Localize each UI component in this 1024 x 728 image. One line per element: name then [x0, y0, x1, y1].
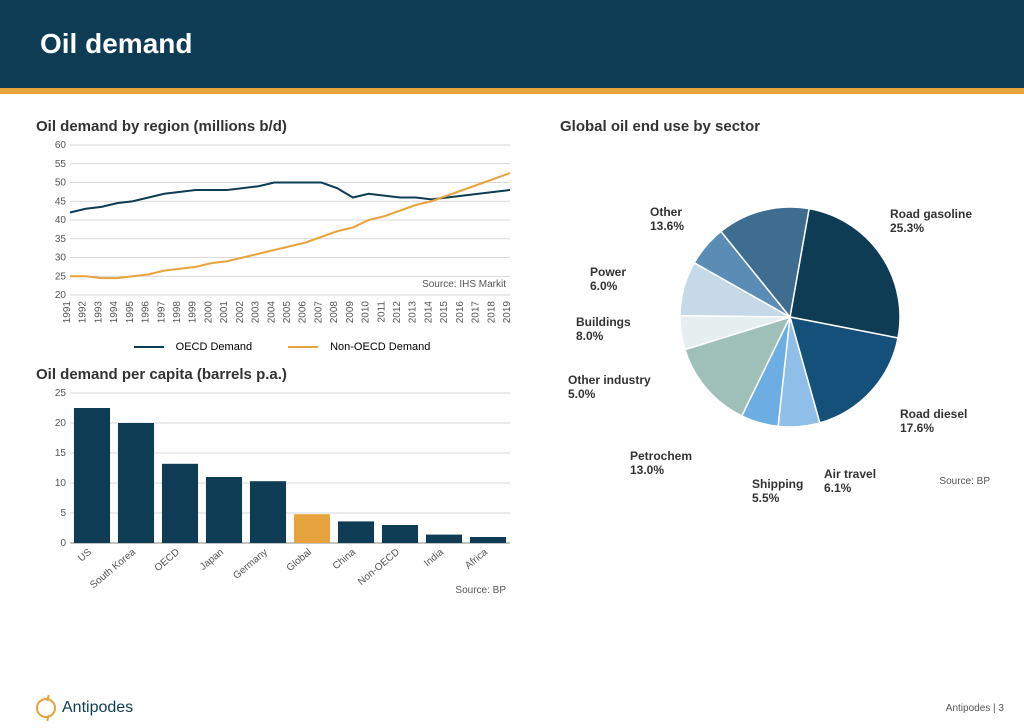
svg-text:60: 60: [55, 140, 67, 151]
svg-text:2000: 2000: [203, 301, 214, 324]
svg-text:Source: IHS Markit: Source: IHS Markit: [422, 279, 506, 290]
bar-chart: Oil demand per capita (barrels p.a.) 0 5 1…: [36, 366, 516, 612]
pie-label: Other13.6%: [650, 205, 684, 234]
svg-text:20: 20: [55, 418, 67, 429]
svg-text:Japan: Japan: [198, 547, 226, 573]
svg-text:2010: 2010: [361, 301, 372, 324]
brand-name: Antipodes: [62, 699, 133, 717]
svg-text:2012: 2012: [392, 301, 403, 324]
svg-text:1991: 1991: [62, 301, 73, 324]
svg-text:2008: 2008: [329, 301, 340, 324]
svg-text:2002: 2002: [235, 301, 246, 324]
svg-text:India: India: [422, 547, 446, 570]
svg-text:Source: BP: Source: BP: [455, 585, 506, 596]
svg-text:1996: 1996: [141, 301, 152, 324]
svg-text:2009: 2009: [345, 301, 356, 324]
svg-text:2014: 2014: [423, 301, 434, 324]
svg-text:40: 40: [55, 215, 67, 226]
logo-icon: [36, 698, 56, 718]
slide-header: Oil demand: [0, 0, 1024, 88]
svg-text:1993: 1993: [93, 301, 104, 324]
accent-bar: [0, 88, 1024, 94]
svg-text:2005: 2005: [282, 301, 293, 324]
svg-text:1998: 1998: [172, 301, 183, 324]
brand-logo: Antipodes: [36, 698, 133, 718]
pie-label: Power6.0%: [590, 265, 626, 294]
svg-text:2015: 2015: [439, 301, 450, 324]
page-number: Antipodes | 3: [946, 703, 1004, 714]
svg-text:1992: 1992: [78, 301, 89, 324]
pie-source: Source: BP: [939, 476, 990, 487]
svg-text:2001: 2001: [219, 301, 230, 324]
pie-label: Air travel6.1%: [824, 467, 876, 496]
svg-text:1999: 1999: [188, 301, 199, 324]
svg-text:2004: 2004: [266, 301, 277, 324]
svg-text:2003: 2003: [251, 301, 262, 324]
svg-text:2007: 2007: [313, 301, 324, 324]
svg-text:20: 20: [55, 290, 67, 301]
svg-text:US: US: [76, 547, 94, 565]
footer: Antipodes Antipodes | 3: [36, 698, 1004, 718]
svg-text:Germany: Germany: [231, 547, 270, 582]
svg-text:2006: 2006: [298, 301, 309, 324]
line-chart-svg: 20 25 30 35 40 45 50 55 60 1991 1992 1993 1994 1995 19…: [36, 139, 516, 339]
svg-text:30: 30: [55, 253, 67, 264]
svg-text:25: 25: [55, 271, 67, 282]
svg-text:55: 55: [55, 159, 67, 170]
svg-text:5: 5: [60, 508, 66, 519]
svg-text:1994: 1994: [109, 301, 120, 324]
svg-text:25: 25: [55, 388, 67, 399]
svg-text:2018: 2018: [486, 301, 497, 324]
pie-chart-title: Global oil end use by sector: [560, 118, 1000, 135]
pie-label: Petrochem13.0%: [630, 449, 692, 478]
pie-label: Road diesel17.6%: [900, 407, 967, 436]
svg-text:10: 10: [55, 478, 67, 489]
svg-text:1995: 1995: [125, 301, 136, 324]
pie-chart-area: Road gasoline25.3% Road diesel17.6% Air tr…: [560, 147, 1000, 547]
svg-text:Africa: Africa: [463, 547, 490, 572]
pie-label: Road gasoline25.3%: [890, 207, 972, 236]
bar-chart-title: Oil demand per capita (barrels p.a.): [36, 366, 516, 383]
page-title: Oil demand: [40, 28, 192, 60]
pie-chart-svg: [680, 207, 900, 427]
pie-label: Buildings8.0%: [576, 315, 631, 344]
pie-label: Other industry5.0%: [568, 373, 651, 402]
line-chart-legend: OECD DemandNon-OECD Demand: [36, 341, 516, 353]
pie-chart: Global oil end use by sector Road gasoli…: [560, 118, 1000, 547]
svg-text:35: 35: [55, 234, 67, 245]
line-chart-title: Oil demand by region (millions b/d): [36, 118, 516, 135]
content-area: Oil demand by region (millions b/d) 20 25…: [0, 110, 1024, 670]
bar-chart-svg: 0 5 10 15 20 25 USSouth Korea OECD JapanGermany G…: [36, 387, 516, 607]
svg-text:45: 45: [55, 196, 67, 207]
svg-text:Global: Global: [285, 547, 314, 574]
svg-text:2019: 2019: [502, 301, 513, 324]
svg-text:2017: 2017: [471, 301, 482, 324]
svg-text:2013: 2013: [408, 301, 419, 324]
svg-text:China: China: [331, 547, 358, 573]
svg-text:OECD: OECD: [153, 547, 182, 574]
svg-text:15: 15: [55, 448, 67, 459]
svg-text:50: 50: [55, 178, 67, 189]
svg-text:1997: 1997: [156, 301, 167, 324]
svg-text:0: 0: [60, 538, 66, 549]
svg-text:South Korea: South Korea: [88, 547, 138, 591]
line-chart: Oil demand by region (millions b/d) 20 25…: [36, 118, 516, 353]
svg-text:Non-OECD: Non-OECD: [356, 547, 402, 588]
svg-text:2011: 2011: [376, 301, 387, 323]
svg-text:2016: 2016: [455, 301, 466, 324]
pie-label: Shipping5.5%: [752, 477, 803, 506]
